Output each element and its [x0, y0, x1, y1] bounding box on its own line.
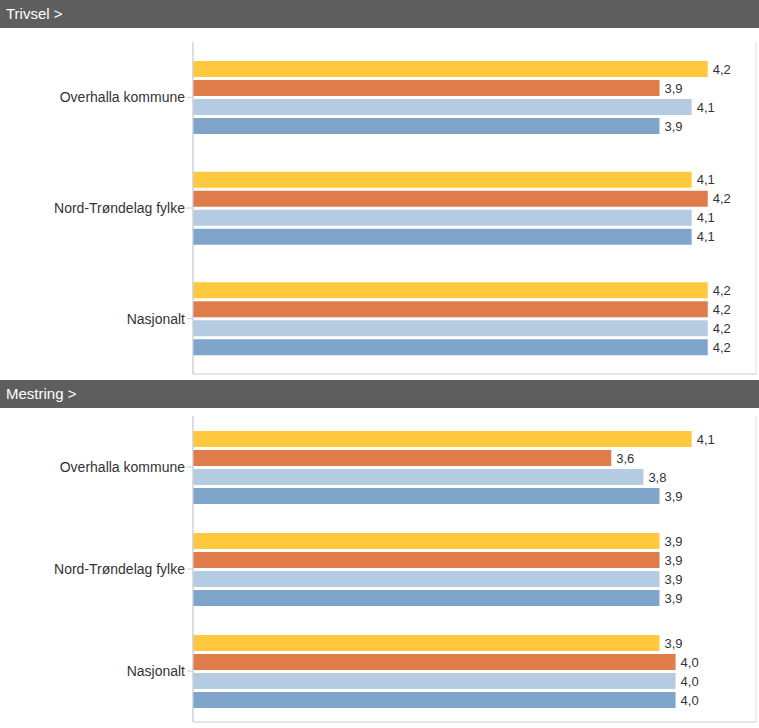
svg-text:Nord-Trøndelag fylke: Nord-Trøndelag fylke [54, 561, 185, 577]
svg-text:3,6: 3,6 [616, 451, 634, 466]
svg-text:4,1: 4,1 [697, 229, 715, 244]
svg-text:4,0: 4,0 [681, 693, 699, 708]
svg-text:4,2: 4,2 [713, 62, 731, 77]
svg-text:3,9: 3,9 [664, 119, 682, 134]
svg-text:4,1: 4,1 [697, 172, 715, 187]
svg-text:4,1: 4,1 [697, 210, 715, 225]
svg-text:4,0: 4,0 [681, 674, 699, 689]
svg-text:3,9: 3,9 [664, 489, 682, 504]
svg-text:4,2: 4,2 [713, 340, 731, 355]
svg-text:3,9: 3,9 [664, 553, 682, 568]
svg-text:4,2: 4,2 [713, 283, 731, 298]
svg-text:4,2: 4,2 [713, 191, 731, 206]
svg-text:3,9: 3,9 [664, 572, 682, 587]
svg-text:3,8: 3,8 [648, 470, 666, 485]
svg-text:4,1: 4,1 [697, 432, 715, 447]
svg-text:Nord-Trøndelag fylke: Nord-Trøndelag fylke [54, 200, 185, 216]
svg-text:3,9: 3,9 [664, 534, 682, 549]
svg-text:4,2: 4,2 [713, 321, 731, 336]
svg-text:Nasjonalt: Nasjonalt [127, 663, 185, 679]
svg-text:4,0: 4,0 [681, 655, 699, 670]
svg-text:3,9: 3,9 [664, 81, 682, 96]
html-text:Trivsel >: Trivsel > [6, 5, 63, 22]
html-text:Mestring >: Mestring > [6, 385, 77, 402]
svg-text:3,9: 3,9 [664, 636, 682, 651]
svg-text:3,9: 3,9 [664, 591, 682, 606]
svg-text:Overhalla kommune: Overhalla kommune [60, 459, 185, 475]
svg-text:4,1: 4,1 [697, 100, 715, 115]
svg-text:Nasjonalt: Nasjonalt [127, 311, 185, 327]
svg-text:4,2: 4,2 [713, 302, 731, 317]
svg-text:Overhalla kommune: Overhalla kommune [60, 89, 185, 105]
